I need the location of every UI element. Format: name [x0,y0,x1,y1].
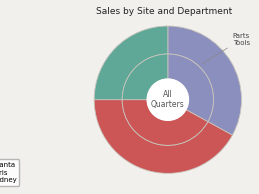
Circle shape [147,79,189,120]
Wedge shape [122,54,168,100]
Wedge shape [122,100,208,145]
Wedge shape [94,26,168,100]
Text: Parts
Tools: Parts Tools [203,33,250,64]
Wedge shape [94,100,232,173]
Wedge shape [168,26,241,135]
Wedge shape [168,54,213,122]
Text: All
Quarters: All Quarters [151,90,185,109]
Legend: Atlanta, Paris, Sydney: Atlanta, Paris, Sydney [0,159,19,186]
Title: Sales by Site and Department: Sales by Site and Department [96,8,232,16]
